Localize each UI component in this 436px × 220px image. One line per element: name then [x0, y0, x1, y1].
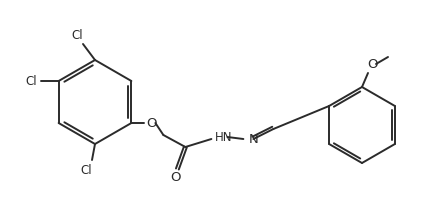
- Text: Cl: Cl: [71, 29, 83, 42]
- Text: Cl: Cl: [80, 163, 92, 176]
- Text: O: O: [170, 170, 181, 183]
- Text: O: O: [146, 117, 157, 130]
- Text: HN: HN: [215, 130, 233, 143]
- Text: N: N: [249, 132, 258, 145]
- Text: O: O: [367, 57, 377, 70]
- Text: Cl: Cl: [26, 75, 37, 88]
